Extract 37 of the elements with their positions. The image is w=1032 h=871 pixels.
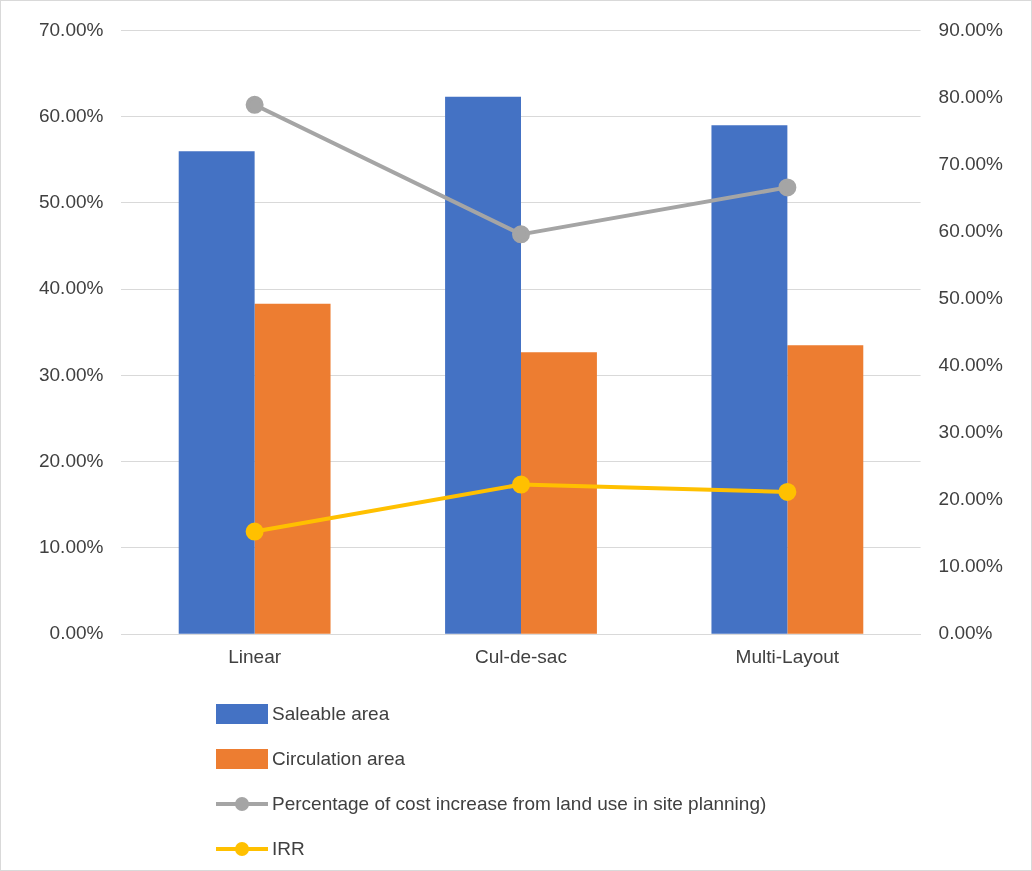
- y2-tick-label: 0.00%: [938, 622, 993, 644]
- point: [778, 178, 797, 197]
- y-tick-label: 60.00%: [38, 104, 104, 126]
- bar: [178, 151, 255, 634]
- legend-label: Saleable area: [272, 702, 390, 725]
- y-tick-label: 10.00%: [38, 536, 104, 558]
- y-tick-label: 30.00%: [38, 363, 104, 385]
- y2-tick-label: 30.00%: [938, 421, 1004, 443]
- y2-tick-label: 90.00%: [938, 18, 1004, 40]
- bar: [787, 345, 864, 634]
- legend-label: Percentage of cost increase from land use in site planning): [272, 792, 767, 815]
- bar: [521, 352, 597, 634]
- x-tick-label: Multi-Layout: [735, 645, 840, 667]
- x-tick-label: Linear: [228, 645, 282, 667]
- y-tick-label: 0.00%: [49, 622, 104, 644]
- y2-tick-label: 10.00%: [938, 555, 1004, 577]
- y2-tick-label: 50.00%: [938, 286, 1004, 308]
- y2-tick-label: 20.00%: [938, 488, 1004, 510]
- bar: [711, 125, 788, 634]
- y-tick-label: 40.00%: [38, 277, 104, 299]
- y2-tick-label: 80.00%: [938, 85, 1004, 107]
- y2-tick-label: 70.00%: [938, 152, 1004, 174]
- legend-label: IRR: [272, 837, 305, 860]
- point: [245, 522, 264, 541]
- y2-tick-label: 40.00%: [938, 354, 1004, 376]
- point: [512, 475, 530, 494]
- x-tick-label: Cul-de-sac: [475, 645, 567, 667]
- bar: [445, 96, 521, 634]
- y-tick-label: 70.00%: [38, 18, 104, 40]
- y2-tick-label: 60.00%: [938, 219, 1004, 241]
- point: [245, 95, 264, 114]
- bar: [254, 303, 331, 634]
- legend-label: Circulation area: [272, 747, 406, 770]
- y-tick-label: 20.00%: [38, 449, 104, 471]
- point: [778, 482, 797, 501]
- y-tick-label: 50.00%: [38, 191, 104, 213]
- point: [512, 225, 530, 244]
